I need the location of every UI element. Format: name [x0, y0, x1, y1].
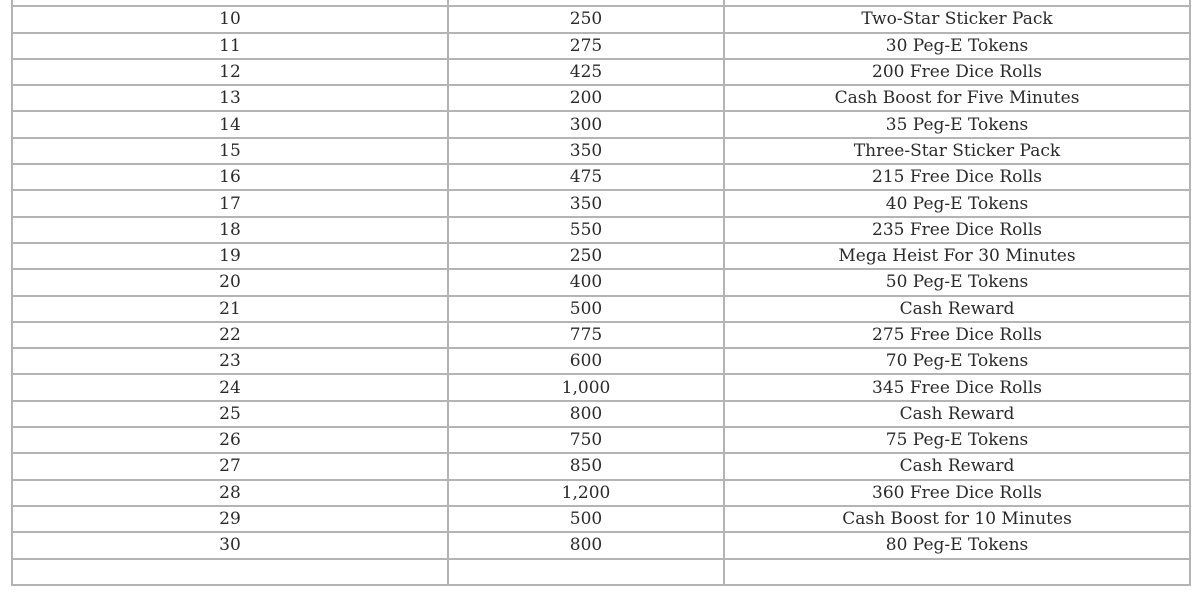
- row-number-cell: 20: [11, 268, 449, 297]
- cell: [11, 0, 449, 8]
- table-row: 20 400 50 Peg-E Tokens: [11, 268, 1191, 297]
- points-cell: 775: [447, 320, 725, 350]
- points-cell: 500: [447, 504, 725, 534]
- points-cell: 275: [447, 31, 725, 60]
- table-row: 27 850 Cash Reward: [11, 452, 1191, 481]
- cell: [11, 557, 449, 586]
- points-cell: 550: [447, 215, 725, 244]
- table-row: 21 500 Cash Reward: [11, 294, 1191, 323]
- table-row: 22 775 275 Free Dice Rolls: [11, 320, 1191, 350]
- points-cell: 800: [447, 399, 725, 429]
- reward-cell: 80 Peg-E Tokens: [723, 531, 1191, 560]
- reward-cell: 360 Free Dice Rolls: [723, 478, 1191, 507]
- table-row: 29 500 Cash Boost for 10 Minutes: [11, 504, 1191, 534]
- table-row: 23 600 70 Peg-E Tokens: [11, 347, 1191, 376]
- table-row: 26 750 75 Peg-E Tokens: [11, 426, 1191, 455]
- reward-cell: 75 Peg-E Tokens: [723, 426, 1191, 455]
- reward-cell: 275 Free Dice Rolls: [723, 320, 1191, 350]
- row-number-cell: 15: [11, 136, 449, 166]
- row-number-cell: 12: [11, 57, 449, 87]
- table-row: 30 800 80 Peg-E Tokens: [11, 531, 1191, 560]
- rewards-table-container: 10 250 Two-Star Sticker Pack 11 275 30 Peg-E …: [11, 0, 1191, 586]
- table-row: 15 350 Three-Star Sticker Pack: [11, 136, 1191, 166]
- reward-cell: 70 Peg-E Tokens: [723, 347, 1191, 376]
- reward-cell: Two-Star Sticker Pack: [723, 5, 1191, 34]
- reward-cell: 30 Peg-E Tokens: [723, 31, 1191, 60]
- points-cell: 425: [447, 57, 725, 87]
- table-row-partial: [11, 557, 1191, 586]
- reward-cell: 345 Free Dice Rolls: [723, 373, 1191, 402]
- row-number-cell: 23: [11, 347, 449, 376]
- cell: [447, 0, 725, 8]
- reward-cell: 40 Peg-E Tokens: [723, 189, 1191, 218]
- points-cell: 350: [447, 189, 725, 218]
- cell: [723, 557, 1191, 586]
- points-cell: 200: [447, 84, 725, 113]
- table-row: 25 800 Cash Reward: [11, 399, 1191, 429]
- table-row: 17 350 40 Peg-E Tokens: [11, 189, 1191, 218]
- table-row: 24 1,000 345 Free Dice Rolls: [11, 373, 1191, 402]
- row-number-cell: 17: [11, 189, 449, 218]
- points-cell: 850: [447, 452, 725, 481]
- points-cell: 300: [447, 110, 725, 139]
- points-cell: 500: [447, 294, 725, 323]
- table-row: 14 300 35 Peg-E Tokens: [11, 110, 1191, 139]
- reward-cell: Cash Reward: [723, 452, 1191, 481]
- table-row: 19 250 Mega Heist For 30 Minutes: [11, 241, 1191, 271]
- row-number-cell: 30: [11, 531, 449, 560]
- points-cell: 1,200: [447, 478, 725, 507]
- reward-cell: Three-Star Sticker Pack: [723, 136, 1191, 166]
- table-row-partial: [11, 0, 1191, 8]
- row-number-cell: 27: [11, 452, 449, 481]
- cell: [723, 0, 1191, 8]
- reward-cell: 235 Free Dice Rolls: [723, 215, 1191, 244]
- table-row: 11 275 30 Peg-E Tokens: [11, 31, 1191, 60]
- row-number-cell: 26: [11, 426, 449, 455]
- table-row: 13 200 Cash Boost for Five Minutes: [11, 84, 1191, 113]
- points-cell: 750: [447, 426, 725, 455]
- points-cell: 250: [447, 241, 725, 271]
- row-number-cell: 25: [11, 399, 449, 429]
- row-number-cell: 11: [11, 31, 449, 60]
- points-cell: 1,000: [447, 373, 725, 402]
- row-number-cell: 10: [11, 5, 449, 34]
- points-cell: 800: [447, 531, 725, 560]
- reward-cell: 35 Peg-E Tokens: [723, 110, 1191, 139]
- table-row: 12 425 200 Free Dice Rolls: [11, 57, 1191, 87]
- points-cell: 250: [447, 5, 725, 34]
- cell: [447, 557, 725, 586]
- row-number-cell: 16: [11, 163, 449, 192]
- points-cell: 600: [447, 347, 725, 376]
- points-cell: 475: [447, 163, 725, 192]
- reward-cell: Cash Reward: [723, 294, 1191, 323]
- rewards-table: 10 250 Two-Star Sticker Pack 11 275 30 Peg-E …: [11, 0, 1191, 586]
- row-number-cell: 14: [11, 110, 449, 139]
- reward-cell: 50 Peg-E Tokens: [723, 268, 1191, 297]
- reward-cell: Cash Boost for Five Minutes: [723, 84, 1191, 113]
- table-row: 18 550 235 Free Dice Rolls: [11, 215, 1191, 244]
- row-number-cell: 22: [11, 320, 449, 350]
- reward-cell: 215 Free Dice Rolls: [723, 163, 1191, 192]
- points-cell: 400: [447, 268, 725, 297]
- row-number-cell: 28: [11, 478, 449, 507]
- reward-cell: 200 Free Dice Rolls: [723, 57, 1191, 87]
- points-cell: 350: [447, 136, 725, 166]
- row-number-cell: 13: [11, 84, 449, 113]
- table-row: 10 250 Two-Star Sticker Pack: [11, 5, 1191, 34]
- reward-cell: Cash Reward: [723, 399, 1191, 429]
- row-number-cell: 29: [11, 504, 449, 534]
- table-row: 16 475 215 Free Dice Rolls: [11, 163, 1191, 192]
- row-number-cell: 21: [11, 294, 449, 323]
- reward-cell: Mega Heist For 30 Minutes: [723, 241, 1191, 271]
- reward-cell: Cash Boost for 10 Minutes: [723, 504, 1191, 534]
- row-number-cell: 19: [11, 241, 449, 271]
- row-number-cell: 18: [11, 215, 449, 244]
- row-number-cell: 24: [11, 373, 449, 402]
- table-row: 28 1,200 360 Free Dice Rolls: [11, 478, 1191, 507]
